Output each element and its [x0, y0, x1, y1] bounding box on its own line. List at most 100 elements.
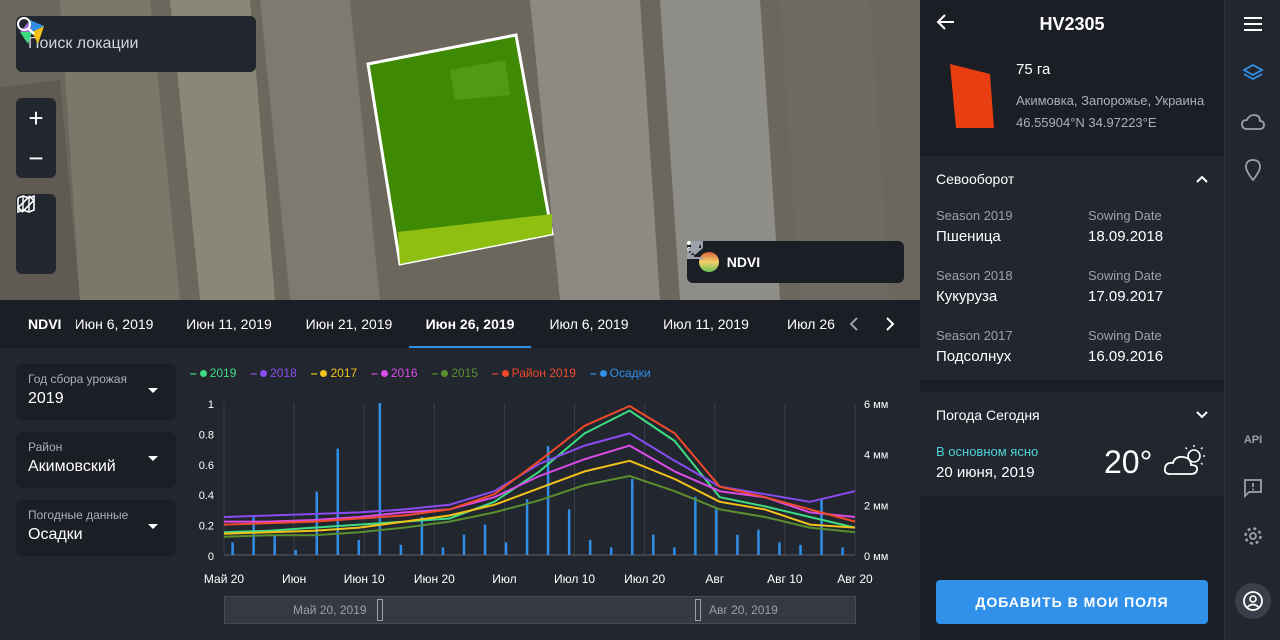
range-end-handle[interactable]: [695, 599, 701, 621]
weather-header[interactable]: Погода Сегодня: [920, 392, 1224, 438]
weather-temperature: 20°: [1104, 444, 1153, 480]
season-label: Season 2017: [936, 328, 1013, 343]
select-label: Погодные данные: [28, 508, 129, 522]
caret-down-icon: [148, 456, 158, 461]
side-rail: API: [1224, 0, 1280, 640]
season-label: Season 2019: [936, 208, 1013, 223]
ruler-icon[interactable]: [16, 194, 56, 234]
precip-bar: [694, 496, 697, 555]
weather-title: Погода Сегодня: [936, 407, 1040, 423]
y-tick-label: 0.4: [199, 490, 214, 502]
legend-item[interactable]: – Район 2019: [491, 366, 576, 380]
y2-tick-label: 2 мм: [864, 500, 888, 512]
location-pin-icon[interactable]: [1225, 146, 1280, 194]
legend-item[interactable]: –2015: [431, 366, 478, 380]
search-icon[interactable]: [17, 17, 244, 57]
precip-bar: [441, 547, 445, 555]
field-location: Акимовка, Запорожье, Украина: [1016, 93, 1205, 108]
add-to-my-fields-button[interactable]: ДОБАВИТЬ В МОИ ПОЛЯ: [936, 580, 1208, 624]
series-line: [224, 444, 856, 523]
rotation-title: Севооборот: [936, 171, 1015, 187]
district-select[interactable]: Район Акимовский: [16, 432, 176, 488]
select-value: Акимовский: [28, 458, 116, 475]
search-input[interactable]: [28, 35, 235, 53]
chevron-right-icon[interactable]: [872, 300, 908, 348]
more-options-icon[interactable]: [687, 241, 825, 283]
timeline-date[interactable]: Июн 21, 2019: [305, 316, 393, 332]
layers-icon[interactable]: [1225, 50, 1280, 98]
chevron-down-icon: [1196, 411, 1208, 419]
legend-item[interactable]: –2016: [371, 366, 418, 380]
x-tick-label: Июн 10: [344, 572, 385, 586]
precip-bar: [546, 446, 550, 555]
precip-bar: [357, 539, 361, 555]
chevron-left-icon[interactable]: [836, 300, 872, 348]
legend-item[interactable]: –2019: [190, 366, 237, 380]
timeline-date[interactable]: Июл 26: [787, 316, 835, 332]
zoom-controls: + −: [16, 98, 56, 178]
precip-bar: [715, 509, 718, 555]
menu-icon[interactable]: [1225, 0, 1280, 48]
y-tick-label: 0: [208, 551, 214, 563]
legend-label: 2016: [390, 366, 418, 380]
weather-data-select[interactable]: Погодные данные Осадки: [16, 500, 176, 556]
y-tick-label: 1: [208, 399, 214, 411]
rotation-header[interactable]: Севооборот: [920, 156, 1224, 202]
sowing-date: 16.09.2016: [1088, 348, 1164, 365]
timeline-date[interactable]: Июн 6, 2019: [76, 316, 154, 332]
zoom-out-button[interactable]: −: [28, 142, 44, 173]
caret-down-icon: [148, 388, 158, 393]
series-line: [223, 475, 856, 538]
settings-icon[interactable]: [1225, 512, 1280, 560]
field-area: 75 га: [1016, 61, 1051, 78]
timeline-date[interactable]: Июл 11, 2019: [663, 316, 749, 332]
y-tick-label: 0.6: [199, 460, 214, 472]
precip-bar: [609, 547, 613, 555]
download-icon[interactable]: [687, 241, 864, 283]
partly-cloudy-icon: [1164, 445, 1205, 475]
x-tick-label: Май 20: [204, 572, 245, 586]
precip-bar: [652, 534, 655, 555]
map-layers-icon[interactable]: [16, 194, 56, 274]
timeline-date-active[interactable]: Июн 26, 2019: [409, 300, 531, 348]
fullscreen-icon[interactable]: [687, 241, 904, 283]
timeline-date[interactable]: Июл 6, 2019: [549, 316, 629, 332]
legend-label: Осадки: [609, 366, 651, 380]
back-arrow-icon[interactable]: [936, 13, 956, 36]
weather-date: 20 июня, 2019: [936, 464, 1035, 481]
chart-filters: Год сбора урожая 2019 Район Акимовский П…: [16, 364, 176, 568]
sowing-date: 17.09.2017: [1088, 288, 1164, 305]
layer-label[interactable]: NDVI: [726, 254, 761, 270]
caret-down-icon: [148, 524, 158, 529]
legend-label: 2018: [270, 366, 297, 380]
feedback-icon[interactable]: [1225, 464, 1280, 512]
weather-section: Погода Сегодня В основном ясно 20 июня, …: [920, 392, 1224, 496]
satellite-map[interactable]: + − NDVI: [0, 0, 920, 300]
api-icon[interactable]: API: [1243, 434, 1263, 446]
field-title: HV2305: [1039, 13, 1105, 34]
account-icon[interactable]: [1225, 578, 1280, 624]
precip-bar: [736, 534, 739, 555]
legend-item[interactable]: –2017: [310, 366, 358, 380]
crop-name: Пшеница: [936, 228, 1001, 245]
series-line: [223, 432, 856, 518]
x-tick-label: Июл: [492, 572, 516, 586]
date-range-slider[interactable]: Май 20, 2019 Авг 20, 2019: [224, 596, 856, 624]
range-start-handle[interactable]: [377, 599, 383, 621]
map-tools: [16, 194, 56, 274]
legend-label: Район 2019: [511, 366, 576, 380]
field-shape-icon: [950, 64, 994, 128]
cloud-icon[interactable]: [1225, 98, 1280, 146]
range-end-label: Авг 20, 2019: [709, 603, 778, 617]
timeline-date[interactable]: Июн 11, 2019: [186, 316, 272, 332]
select-label: Год сбора урожая: [28, 372, 127, 386]
precip-bar: [294, 549, 297, 555]
legend-item[interactable]: –2018: [250, 366, 297, 380]
harvest-year-select[interactable]: Год сбора урожая 2019: [16, 364, 176, 420]
zoom-in-button[interactable]: +: [28, 102, 44, 133]
x-tick-label: Июн: [282, 572, 306, 586]
series-line: [223, 405, 856, 526]
legend-item[interactable]: – Осадки: [589, 366, 651, 380]
legend-label: 2017: [330, 366, 358, 380]
weather-condition: В основном ясно: [936, 444, 1039, 459]
